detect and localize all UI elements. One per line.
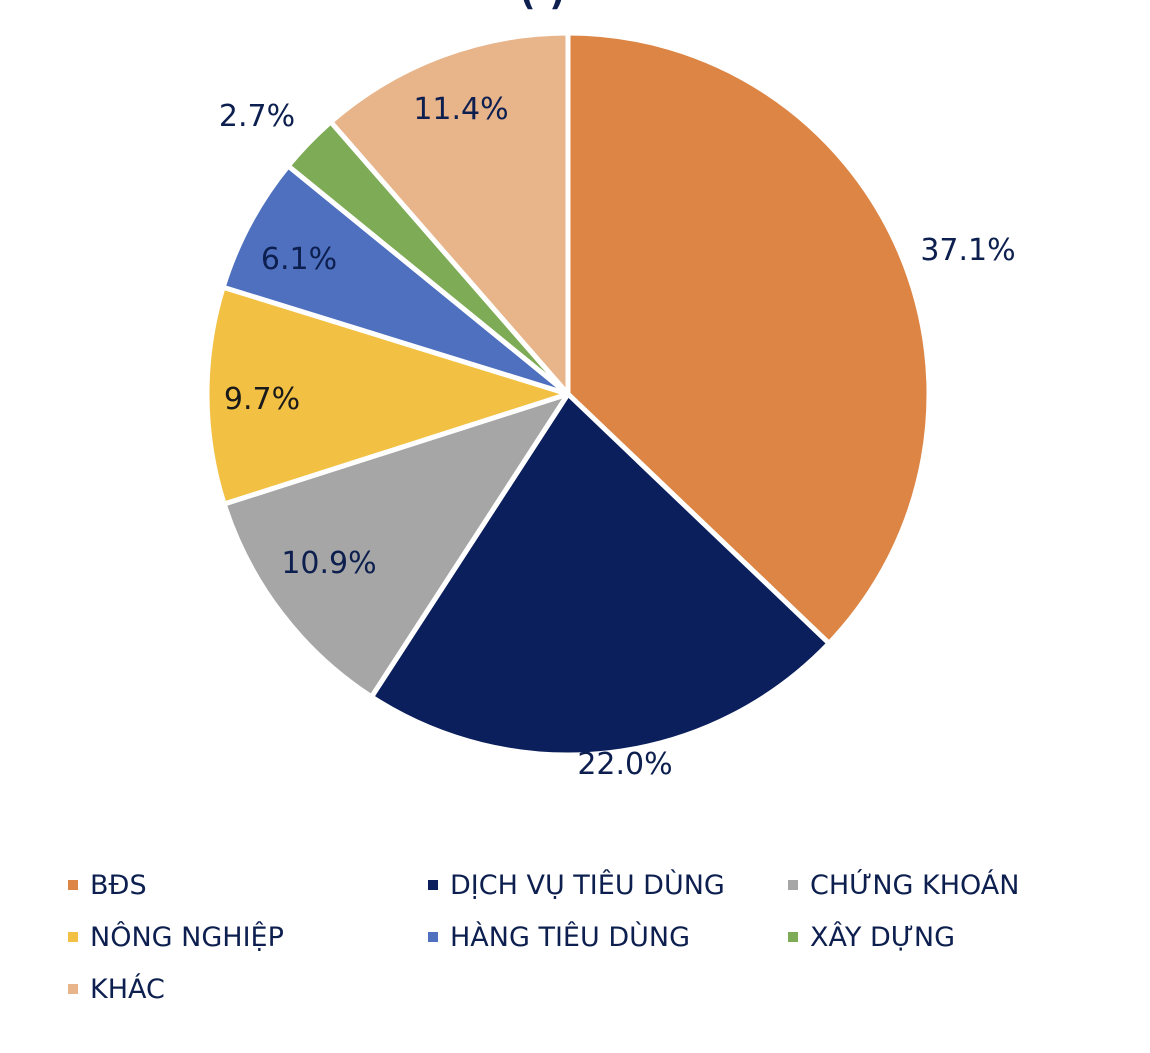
legend-label: XÂY DỰNG bbox=[810, 921, 956, 953]
pie-slice-dịch-vụ-tiêu-dùng bbox=[369, 391, 832, 758]
legend-item-bds: BĐS bbox=[68, 868, 428, 902]
legend-label: HÀNG TIÊU DÙNG bbox=[450, 921, 691, 953]
legend-swatch-icon bbox=[788, 880, 798, 890]
legend-label: NÔNG NGHIỆP bbox=[90, 921, 284, 953]
slice-value-label: 10.9% bbox=[281, 546, 377, 581]
legend-swatch-icon bbox=[68, 932, 78, 942]
legend-item-nong-nghiep: NÔNG NGHIỆP bbox=[68, 920, 428, 954]
legend-label: KHÁC bbox=[90, 973, 165, 1005]
legend-item-khac: KHÁC bbox=[68, 972, 428, 1006]
legend-item-chung-khoan: CHỨNG KHOÁN bbox=[788, 868, 1068, 902]
legend-label: DỊCH VỤ TIÊU DÙNG bbox=[450, 869, 725, 901]
slice-value-label: 37.1% bbox=[920, 233, 1016, 268]
legend-swatch-icon bbox=[428, 880, 438, 890]
legend-swatch-icon bbox=[68, 984, 78, 994]
pie-slice-bđs bbox=[565, 30, 932, 646]
legend-label: BĐS bbox=[90, 869, 147, 901]
slice-value-label: 9.7% bbox=[223, 382, 301, 417]
legend-item-dich-vu-tieu-dung: DỊCH VỤ TIÊU DÙNG bbox=[428, 868, 788, 902]
legend-item-xay-dung: XÂY DỰNG bbox=[788, 920, 1068, 954]
pie-slice-nông-nghiệp bbox=[204, 284, 571, 507]
slice-value-label: 11.4% bbox=[413, 92, 509, 127]
pie-slice-khác bbox=[328, 30, 571, 397]
chart-title-fragment: ( ) bbox=[520, 0, 566, 14]
slice-value-label: 6.1% bbox=[260, 242, 338, 277]
pie-slice-chứng-khoán bbox=[221, 391, 571, 700]
legend-swatch-icon bbox=[788, 932, 798, 942]
slice-value-label: 2.7% bbox=[218, 99, 296, 134]
pie-slice-hàng-tiêu-dùng bbox=[220, 163, 571, 397]
legend-item-hang-tieu-dung: HÀNG TIÊU DÙNG bbox=[428, 920, 788, 954]
legend-swatch-icon bbox=[68, 880, 78, 890]
chart-legend: BĐS DỊCH VỤ TIÊU DÙNG CHỨNG KHOÁN NÔNG N… bbox=[68, 868, 1068, 1006]
slice-value-label: 22.0% bbox=[577, 747, 673, 782]
legend-label: CHỨNG KHOÁN bbox=[810, 869, 1020, 901]
legend-swatch-icon bbox=[428, 932, 438, 942]
